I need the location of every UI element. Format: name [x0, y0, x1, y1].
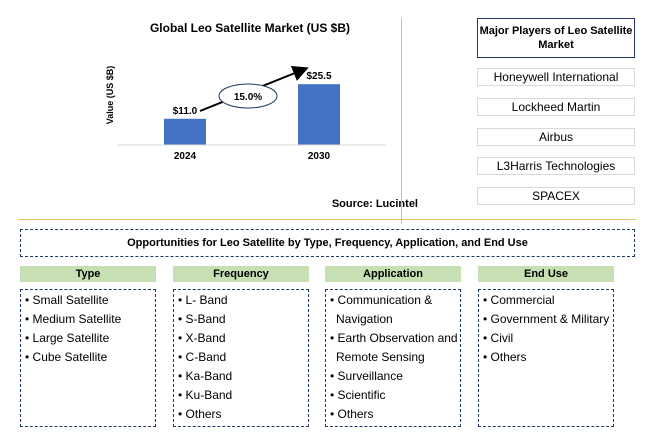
bar-value-label: $11.0 [173, 106, 198, 117]
x-tick-label: 2024 [174, 151, 197, 162]
category-list-end-use: • Commercial • Government & Military • C… [478, 289, 614, 427]
x-tick-label: 2030 [308, 151, 331, 162]
category-header-application: Application [325, 266, 461, 282]
list-item: • Communication & [330, 293, 433, 307]
chart-title: Global Leo Satellite Market (US $B) [149, 21, 351, 35]
list-item: • S-Band [178, 312, 226, 326]
list-item: • Scientific [330, 388, 386, 402]
list-item: • Small Satellite [25, 293, 109, 307]
horizontal-divider [18, 219, 636, 220]
category-header-frequency: Frequency [173, 266, 309, 282]
source-note: Source: Lucintel [331, 198, 418, 210]
player-item: SPACEX [477, 187, 635, 205]
list-item: • Others [330, 407, 374, 421]
list-item: • L- Band [178, 293, 228, 307]
player-item: L3Harris Technologies [477, 157, 635, 175]
list-item: • Ku-Band [178, 388, 233, 402]
category-list-type: • Small Satellite • Medium Satellite • L… [20, 289, 156, 427]
list-item: • Earth Observation and [330, 331, 458, 345]
cagr-label: 15.0% [234, 92, 262, 103]
category-list-application: • Communication & Navigation • Earth Obs… [325, 289, 461, 427]
list-item: • Medium Satellite [25, 312, 122, 326]
list-item: • Ka-Band [178, 369, 233, 383]
list-item: • X-Band [178, 331, 226, 345]
opportunities-title: Opportunities for Leo Satellite by Type,… [20, 229, 635, 257]
list-item: • Surveillance [330, 369, 403, 383]
list-item-continuation: Remote Sensing [336, 350, 425, 364]
cagr-ellipse [218, 83, 278, 109]
vertical-divider [401, 18, 402, 224]
list-item: • Large Satellite [25, 331, 110, 345]
bar-2030 [298, 84, 340, 145]
category-header-type: Type [20, 266, 156, 282]
player-item: Lockheed Martin [477, 98, 635, 116]
list-item: • C-Band [178, 350, 227, 364]
bar-chart: $11.0 $25.5 2024 2030 15.0% [117, 66, 386, 162]
list-item: • Civil [483, 331, 514, 345]
players-title: Major Players of Leo Satellite Market [477, 18, 635, 58]
category-list-frequency: • L- Band • S-Band • X-Band • C-Band • K… [173, 289, 309, 427]
list-item: • Government & Military [483, 312, 610, 326]
list-item: • Others [483, 350, 527, 364]
category-header-end-use: End Use [478, 266, 614, 282]
list-item: • Others [178, 407, 222, 421]
list-item-continuation: Navigation [336, 312, 393, 326]
player-item: Honeywell International [477, 68, 635, 86]
player-item: Airbus [477, 128, 635, 146]
bar-value-label: $25.5 [306, 71, 331, 82]
list-item: • Cube Satellite [25, 350, 108, 364]
bar-2024 [164, 118, 206, 145]
list-item: • Commercial [483, 293, 555, 307]
